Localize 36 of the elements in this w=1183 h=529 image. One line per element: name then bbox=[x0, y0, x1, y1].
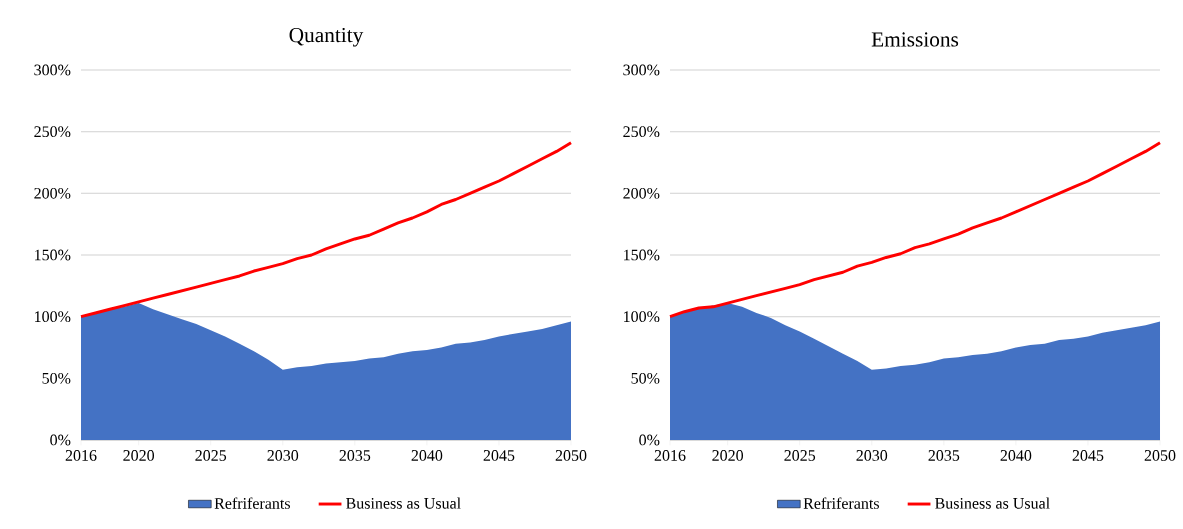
y-tick-label: 50% bbox=[631, 372, 660, 384]
legend-label: Business as Usual bbox=[346, 497, 461, 509]
y-tick-label: 50% bbox=[42, 372, 71, 384]
x-tick-label: 2040 bbox=[1000, 450, 1032, 461]
y-tick-label: 0% bbox=[50, 434, 71, 446]
x-tick-label: 2030 bbox=[856, 450, 888, 461]
x-tick-label: 2045 bbox=[1072, 450, 1104, 461]
x-tick-label: 2040 bbox=[411, 450, 443, 461]
x-tick-label: 2020 bbox=[123, 450, 155, 461]
x-tick-label: 2016 bbox=[65, 450, 97, 461]
x-tick-label: 2045 bbox=[483, 450, 515, 461]
y-tick-label: 200% bbox=[34, 187, 71, 199]
y-tick-label: 100% bbox=[624, 311, 660, 323]
chart-title: Emissions bbox=[871, 32, 959, 47]
x-tick-label: 2016 bbox=[654, 450, 686, 461]
y-tick-label: 0% bbox=[639, 434, 660, 446]
y-tick-label: 250% bbox=[34, 126, 71, 138]
y-tick-label: 300% bbox=[623, 64, 660, 76]
x-tick-label: 2020 bbox=[712, 450, 744, 461]
legend-label: Refriferants bbox=[214, 497, 290, 509]
x-tick-label: 2030 bbox=[267, 450, 299, 461]
y-tick-label: 150% bbox=[624, 249, 660, 261]
y-tick-label: 100% bbox=[35, 311, 71, 323]
y-tick-label: 300% bbox=[34, 64, 71, 76]
x-tick-label: 2035 bbox=[928, 450, 960, 461]
x-tick-label: 2025 bbox=[784, 450, 816, 461]
y-tick-label: 150% bbox=[35, 249, 71, 261]
y-tick-label: 200% bbox=[623, 187, 660, 199]
x-tick-label: 2025 bbox=[195, 450, 227, 461]
x-tick-label: 2050 bbox=[1144, 450, 1176, 461]
legend-label: Refriferants bbox=[803, 497, 879, 509]
legend-label: Business as Usual bbox=[935, 497, 1050, 509]
chart-title: Quantity bbox=[289, 27, 364, 47]
x-tick-label: 2050 bbox=[555, 450, 587, 461]
x-tick-label: 2035 bbox=[339, 450, 371, 461]
y-tick-label: 250% bbox=[623, 126, 660, 138]
